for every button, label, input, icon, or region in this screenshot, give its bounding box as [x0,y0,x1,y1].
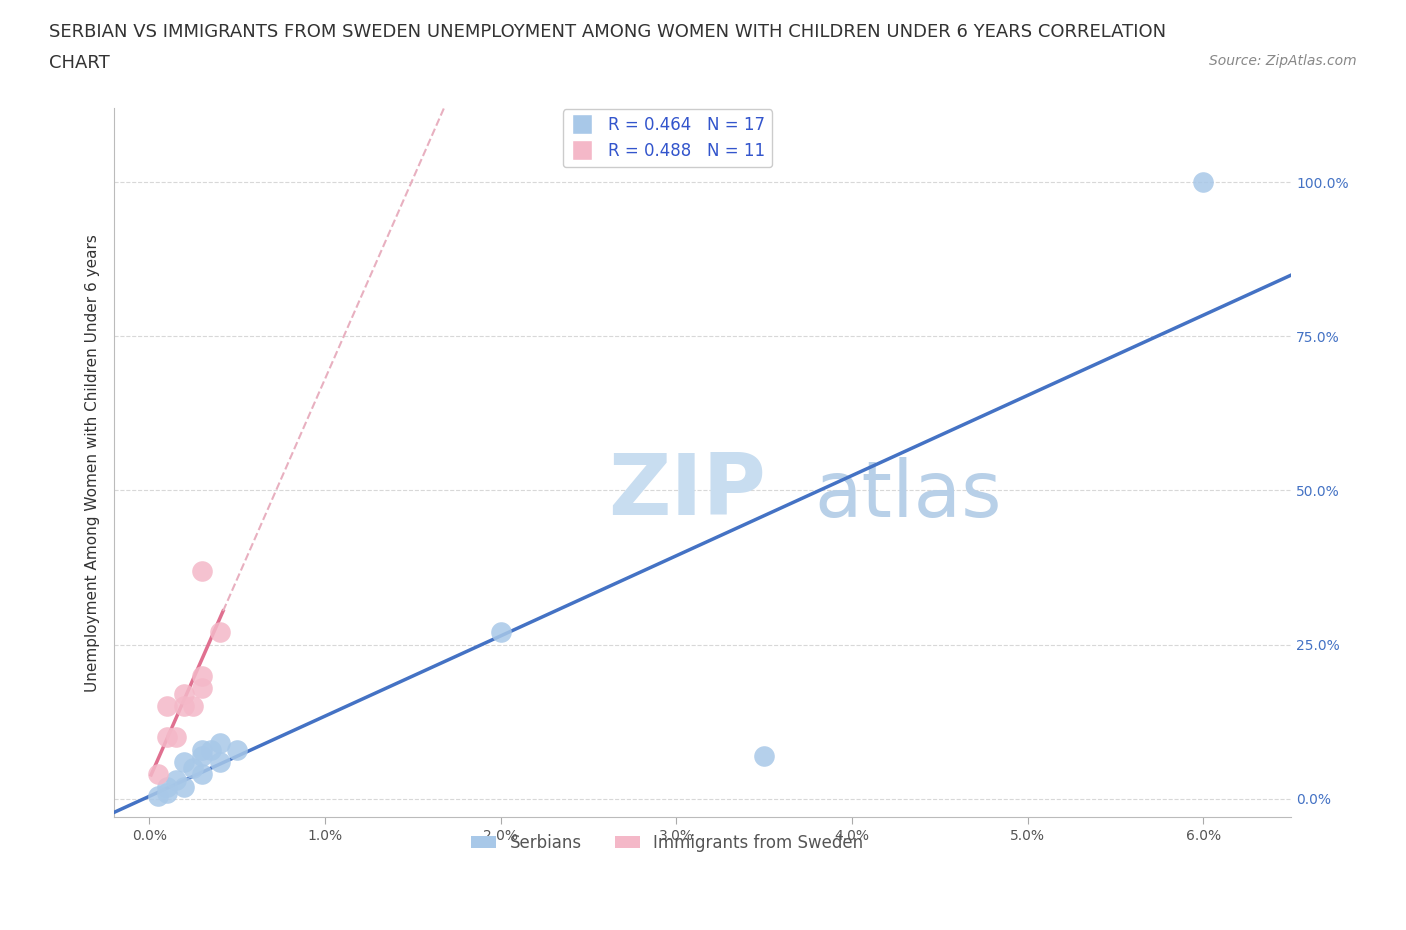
Point [173,686,195,701]
Point [754,749,776,764]
Point [173,699,195,714]
Point [146,789,169,804]
Point [181,699,204,714]
Point [191,681,214,696]
Text: SERBIAN VS IMMIGRANTS FROM SWEDEN UNEMPLOYMENT AMONG WOMEN WITH CHILDREN UNDER 6: SERBIAN VS IMMIGRANTS FROM SWEDEN UNEMPL… [49,23,1167,41]
Point [173,754,195,769]
Point [156,699,179,714]
Point [226,742,249,757]
Legend: Serbians, Immigrants from Sweden: Serbians, Immigrants from Sweden [464,828,870,858]
Text: Source: ZipAtlas.com: Source: ZipAtlas.com [1209,54,1357,68]
Point [181,761,204,776]
Point [208,754,231,769]
Point [156,785,179,800]
Point [191,767,214,782]
Point [165,773,187,788]
Point [489,625,512,640]
Point [1192,175,1215,190]
Text: ZIP: ZIP [609,449,766,533]
Point [191,564,214,578]
Point [208,625,231,640]
Point [173,779,195,794]
Point [208,736,231,751]
Point [191,742,214,757]
Point [156,779,179,794]
Point [191,668,214,683]
Point [200,742,222,757]
Y-axis label: Unemployment Among Women with Children Under 6 years: Unemployment Among Women with Children U… [86,233,100,692]
Point [165,730,187,745]
Point [146,767,169,782]
Point [191,749,214,764]
Text: CHART: CHART [49,54,110,72]
Text: atlas: atlas [814,457,1002,533]
Point [156,730,179,745]
